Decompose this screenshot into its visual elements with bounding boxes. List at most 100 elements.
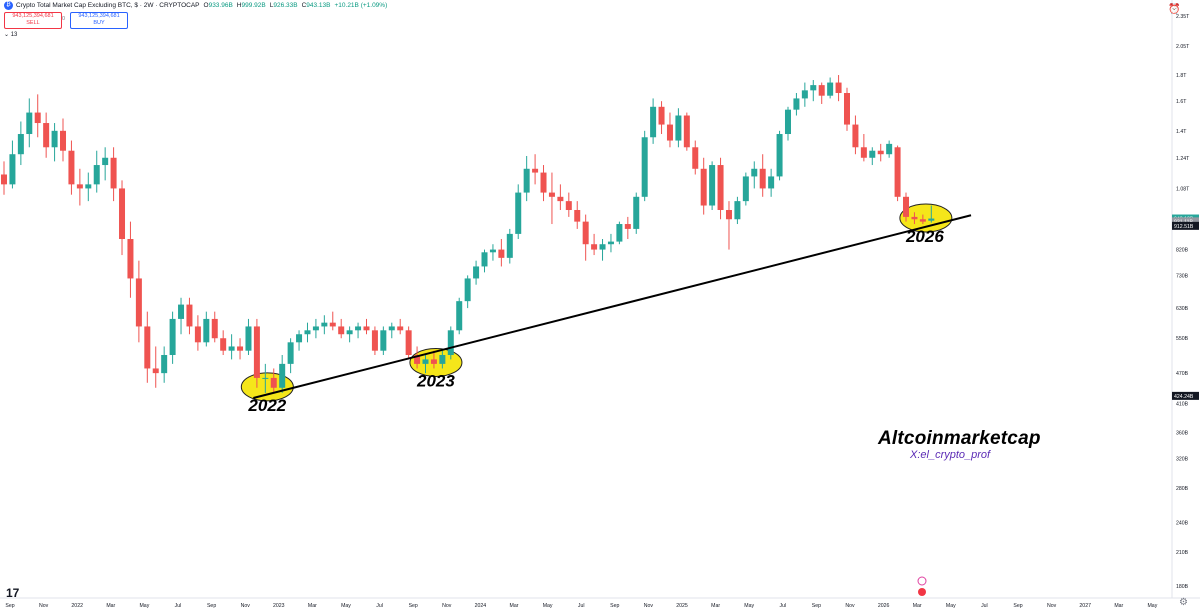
candle-body: [557, 196, 564, 202]
candle-body: [582, 221, 589, 245]
candle-body: [742, 176, 749, 202]
candle-body: [203, 318, 210, 343]
gear-icon[interactable]: ⚙: [1179, 597, 1188, 608]
candle-body: [768, 176, 775, 189]
candle-body: [26, 112, 33, 135]
candle-body: [574, 210, 581, 222]
symbol-title[interactable]: Crypto Total Market Cap Excluding BTC, $…: [16, 2, 200, 9]
watermark-title: Altcoinmarketcap: [878, 428, 1041, 449]
candle-body: [194, 326, 201, 343]
candle-body: [76, 184, 83, 189]
candle-body: [489, 249, 496, 253]
candle-body: [835, 82, 842, 94]
x-tick-label: 2023: [273, 603, 285, 609]
candle-body: [43, 123, 50, 148]
x-tick-label: May: [543, 603, 553, 609]
candle-body: [886, 143, 893, 155]
x-tick-label: Mar: [308, 603, 317, 609]
x-tick-label: Nov: [442, 603, 452, 609]
candle-body: [607, 241, 614, 245]
candle-body: [523, 168, 530, 193]
candle-body: [776, 134, 783, 177]
x-tick-label: Mar: [510, 603, 519, 609]
y-tick-label: 1.8T: [1176, 73, 1187, 79]
y-tick-label: 1.6T: [1176, 99, 1187, 105]
x-tick-label: Nov: [1047, 603, 1057, 609]
candle-body: [296, 334, 303, 343]
candle-body: [683, 115, 690, 148]
candle-body: [422, 359, 429, 364]
candle-body: [127, 239, 134, 279]
year-label: 2023: [416, 371, 455, 390]
sell-button[interactable]: 943,125,394,681 SELL: [4, 12, 62, 29]
spread-value: 0: [62, 16, 66, 22]
ohlc-high-value: 999.92B: [241, 2, 266, 9]
ohlc-close-label: C: [301, 2, 307, 9]
y-tick-label: 2.05T: [1176, 44, 1190, 50]
candle-body: [144, 326, 151, 369]
y-tick-label: 1.08T: [1176, 186, 1190, 192]
y-tick-label: 360B: [1176, 430, 1189, 436]
alarm-clock-icon[interactable]: ⏰: [1168, 4, 1181, 15]
x-tick-label: Jul: [981, 603, 988, 609]
candle-body: [650, 106, 657, 138]
x-tick-label: 2024: [475, 603, 487, 609]
candle-body: [152, 368, 159, 374]
x-tick-label: May: [1147, 603, 1157, 609]
candle-body: [397, 326, 404, 331]
ohlc-low-value: 926.33B: [273, 2, 298, 9]
candle-body: [827, 82, 834, 96]
x-tick-label: Mar: [1114, 603, 1123, 609]
candle-body: [186, 304, 193, 327]
y-tick-label: 210B: [1176, 550, 1189, 556]
price-label-text: 424.24B: [1174, 394, 1194, 400]
x-tick-label: Sep: [409, 603, 418, 609]
candle-body: [338, 326, 345, 335]
ohlc-open-label: O: [203, 2, 209, 9]
x-tick-label: 2027: [1079, 603, 1091, 609]
candle-body: [321, 322, 328, 327]
candle-body: [919, 219, 926, 222]
candle-body: [869, 150, 876, 158]
candle-body: [532, 168, 539, 173]
candle-body: [287, 342, 294, 364]
candle-body: [355, 326, 362, 331]
x-tick-label: Sep: [1013, 603, 1022, 609]
highlight-oval: [899, 203, 953, 233]
x-tick-label: 2025: [676, 603, 688, 609]
candle-body: [591, 244, 598, 250]
buy-button[interactable]: 943,125,394,681 BUY: [70, 12, 128, 29]
ohlc-close-value: 943.13B: [306, 2, 331, 9]
candle-body: [414, 355, 421, 364]
x-tick-label: Nov: [644, 603, 654, 609]
news-icon: [918, 588, 926, 596]
candle-body: [692, 147, 699, 169]
x-tick-label: Sep: [5, 603, 14, 609]
indicator-row[interactable]: ⌄ 13: [4, 31, 17, 38]
y-tick-label: 730B: [1176, 273, 1189, 279]
candle-body: [60, 130, 67, 151]
x-tick-label: Sep: [812, 603, 821, 609]
ohlc-open-value: 933.96B: [208, 2, 233, 9]
candle-body: [346, 330, 353, 335]
candle-body: [34, 112, 41, 124]
candle-body: [810, 85, 817, 91]
candle-body: [565, 201, 572, 211]
event-icon: [917, 576, 927, 586]
candle-body: [844, 93, 850, 125]
y-tick-label: 550B: [1176, 336, 1189, 342]
candle-body: [262, 377, 269, 379]
candle-body: [430, 359, 437, 364]
tradingview-logo[interactable]: 17: [6, 586, 20, 600]
chevron-down-icon[interactable]: ⌄: [4, 32, 11, 38]
candle-body: [599, 244, 606, 250]
indicator-count: 13: [10, 32, 18, 38]
candle-body: [725, 210, 732, 220]
x-tick-label: Mar: [913, 603, 922, 609]
x-tick-label: Jul: [779, 603, 786, 609]
candle-body: [894, 147, 901, 197]
candle-body: [759, 168, 766, 189]
candle-body: [102, 157, 109, 166]
